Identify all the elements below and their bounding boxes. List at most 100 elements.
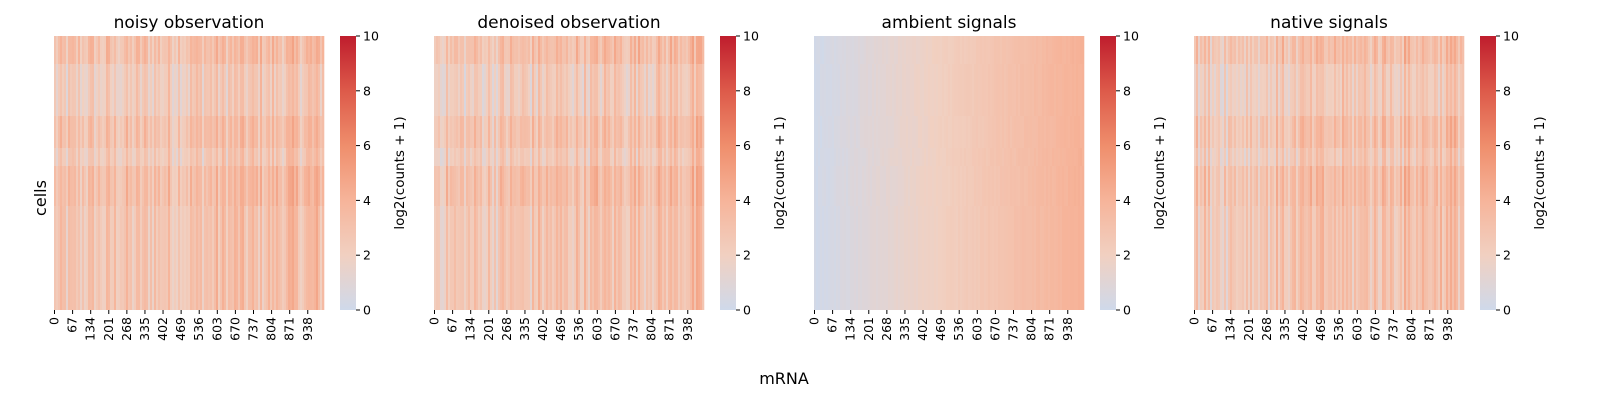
heatmap-cell — [998, 116, 1001, 148]
heatmap-cell — [1014, 206, 1017, 310]
heatmap-cell — [982, 166, 985, 206]
heatmap-cell — [534, 116, 537, 148]
heatmap-cell — [154, 166, 157, 206]
heatmap-cell — [554, 148, 557, 166]
heatmap-cell — [1456, 148, 1459, 166]
heatmap-cell — [864, 36, 867, 64]
heatmap-cell — [1458, 166, 1461, 206]
heatmap-cell — [1316, 116, 1319, 148]
heatmap-cell — [176, 64, 179, 116]
heatmap-cell — [468, 148, 471, 166]
heatmap-cell — [196, 148, 199, 166]
heatmap-cell — [608, 64, 611, 116]
heatmap-cell — [1262, 36, 1265, 64]
heatmap-cell — [1282, 36, 1285, 64]
heatmap-cell — [548, 206, 551, 310]
heatmap-cell — [1198, 166, 1201, 206]
heatmap-cell — [826, 36, 829, 64]
heatmap-cell — [214, 36, 217, 64]
heatmap-cell — [144, 36, 147, 64]
heatmap-cells — [1194, 36, 1465, 310]
heatmap-cell — [1304, 64, 1307, 116]
heatmap-cell — [1006, 36, 1009, 64]
x-tick-label: 670 — [1367, 317, 1382, 341]
heatmap-cell — [1372, 116, 1375, 148]
heatmap-cell — [1382, 206, 1385, 310]
heatmap-cell — [830, 36, 833, 64]
heatmap-cell — [546, 116, 549, 148]
heatmap-cell — [1030, 166, 1033, 206]
heatmap-cell — [878, 64, 881, 116]
heatmap-cell — [1262, 166, 1265, 206]
heatmap-cell — [1064, 166, 1067, 206]
heatmap-cell — [524, 64, 527, 116]
heatmap-cell — [878, 116, 881, 148]
heatmap-cell — [72, 206, 75, 310]
heatmap-cell — [150, 64, 153, 116]
heatmap-cell — [666, 166, 669, 206]
heatmap-cell — [196, 206, 199, 310]
heatmap-cell — [1296, 166, 1299, 206]
heatmap-cell — [1292, 64, 1295, 116]
heatmap-cell — [448, 116, 451, 148]
heatmap-cell — [126, 64, 129, 116]
heatmap-cell — [1380, 148, 1383, 166]
heatmap-cell — [924, 116, 927, 148]
heatmap-cell — [156, 36, 159, 64]
heatmap-cell — [582, 116, 585, 148]
heatmap-cell — [106, 116, 109, 148]
heatmap-cell — [206, 166, 209, 206]
heatmap-cell — [1358, 148, 1361, 166]
heatmap-cell — [1220, 148, 1223, 166]
heatmap-cell — [606, 64, 609, 116]
heatmap-cell — [88, 206, 91, 310]
heatmap-cell — [252, 64, 255, 116]
heatmap-cell — [1276, 206, 1279, 310]
heatmap-cell — [196, 36, 199, 64]
heatmap-cell — [836, 116, 839, 148]
heatmap-cell — [1444, 206, 1447, 310]
heatmap-cell — [1278, 64, 1281, 116]
heatmap-cell — [200, 36, 203, 64]
heatmap-cell — [316, 148, 319, 166]
heatmap-cell — [928, 148, 931, 166]
heatmap-cell — [120, 148, 123, 166]
heatmap-cell — [896, 116, 899, 148]
heatmap-cell — [1456, 116, 1459, 148]
heatmap-cell — [908, 166, 911, 206]
heatmap-cell — [1432, 148, 1435, 166]
heatmap-cell — [1076, 64, 1079, 116]
heatmap-cell — [156, 206, 159, 310]
heatmap-cell — [1330, 148, 1333, 166]
heatmap-cell — [242, 206, 245, 310]
heatmap-cell — [658, 116, 661, 148]
heatmap-cell — [172, 64, 175, 116]
heatmap-cell — [434, 148, 437, 166]
heatmap-cell — [1288, 206, 1291, 310]
heatmap-cell — [634, 36, 637, 64]
heatmap-cell — [1052, 166, 1055, 206]
heatmap-cell — [1058, 116, 1061, 148]
heatmap-cell — [1202, 148, 1205, 166]
heatmap-cell — [680, 206, 683, 310]
heatmap-cell — [1342, 36, 1345, 64]
heatmap-cell — [1258, 64, 1261, 116]
heatmap-cell — [1214, 116, 1217, 148]
heatmap-cell — [1402, 206, 1405, 310]
heatmap-cell — [830, 148, 833, 166]
heatmap-cell — [172, 206, 175, 310]
heatmap-cell — [568, 148, 571, 166]
heatmap-cell — [286, 148, 289, 166]
heatmap-cell — [454, 148, 457, 166]
heatmap-cell — [1364, 206, 1367, 310]
heatmap-cell — [1334, 36, 1337, 64]
heatmap-cell — [642, 64, 645, 116]
heatmap-cell — [478, 64, 481, 116]
heatmap-cell — [1046, 64, 1049, 116]
heatmap-cell — [1258, 148, 1261, 166]
heatmap-cell — [1200, 36, 1203, 64]
heatmap-cell — [842, 206, 845, 310]
heatmap-cell — [958, 36, 961, 64]
x-tick-label: 737 — [1005, 317, 1020, 341]
x-tick-label: 67 — [65, 317, 80, 333]
